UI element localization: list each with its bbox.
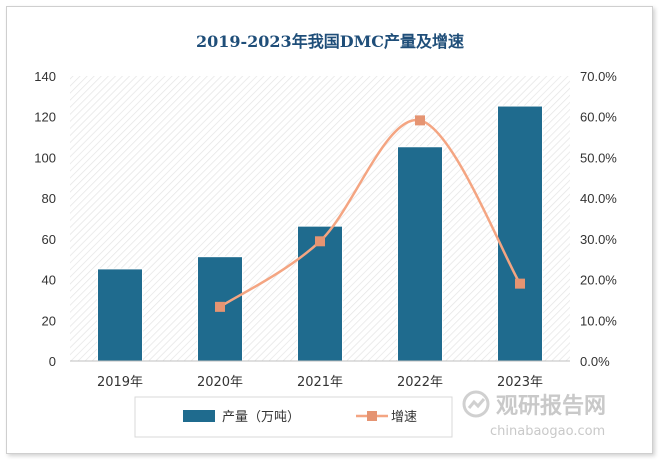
y-right-axis: 0.0% 10.0% 20.0% 30.0% 40.0% 50.0% 60.0% 70.0% [580,69,617,369]
watermark-text-cn: 观研报告网 [496,394,606,419]
bar [98,269,142,361]
y-left-tick-label: 0 [49,354,56,369]
watermark-logo-icon [462,390,490,418]
y-right-tick-label: 10.0% [580,313,617,328]
y-left-tick-label: 40 [42,273,56,288]
y-right-tick-label: 20.0% [580,273,617,288]
x-axis: 2019年 2020年 2021年 2022年 2023年 [97,375,543,390]
y-left-tick-label: 100 [34,150,56,165]
growth-point [515,278,525,289]
watermark: 观研报告网 chinabaogao.com [462,390,606,439]
legend-label-production: 产量（万吨） [222,410,300,425]
y-right-tick-label: 30.0% [580,232,617,247]
y-left-tick-label: 120 [34,110,56,125]
growth-line [219,119,522,308]
x-tick-label: 2019年 [97,375,143,390]
x-tick-label: 2023年 [497,375,543,390]
y-left-tick-label: 20 [42,313,56,328]
watermark-text-en: chinabaogao.com [490,424,605,439]
x-tick-label: 2020年 [197,375,243,390]
growth-point [315,236,325,247]
y-right-tick-label: 60.0% [580,110,617,125]
y-right-tick-label: 40.0% [580,191,617,206]
growth-point [215,301,225,312]
y-right-tick-label: 0.0% [580,354,610,369]
growth-point [415,115,425,126]
y-left-tick-label: 140 [34,69,56,84]
y-right-tick-label: 70.0% [580,69,617,84]
x-tick-label: 2022年 [397,375,443,390]
y-right-tick-label: 50.0% [580,150,617,165]
legend: 产量（万吨） 增速 [134,396,453,438]
y-left-tick-label: 60 [42,232,56,247]
legend-swatch-marker [367,411,377,421]
legend-swatch-bar [183,410,215,422]
bar [398,147,442,361]
line-series [215,115,525,312]
chart-title: 2019-2023年我国DMC产量及增速 [196,32,464,51]
x-tick-label: 2021年 [297,375,343,390]
y-left-tick-label: 80 [42,191,56,206]
bar [298,226,342,361]
bar [498,106,542,362]
y-left-axis: 0 20 40 60 80 100 120 140 [34,69,56,369]
bar-series [97,105,543,362]
legend-label-growth: 增速 [391,410,417,425]
